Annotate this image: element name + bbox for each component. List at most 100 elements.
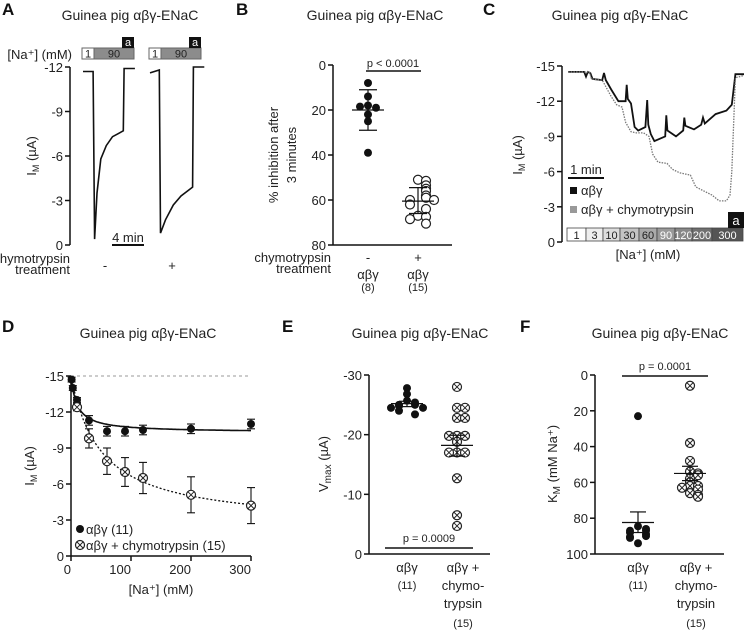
panel-d-x-tick-label: 100 (109, 562, 131, 577)
treatment-label: chymotrypsin (0, 251, 70, 266)
treatment-sign: + (168, 258, 176, 273)
data-point (403, 390, 411, 399)
data-point (83, 433, 95, 444)
amiloride-box (122, 37, 134, 48)
group-label: αβγ (407, 267, 429, 282)
data-point-cross (453, 522, 461, 530)
data-point (364, 79, 372, 87)
panel-f-title: Guinea pig αβγ-ENaC (592, 325, 729, 341)
scale-bar-label: 4 min (112, 230, 144, 245)
panel-e-title: Guinea pig αβγ-ENaC (352, 325, 489, 341)
data-point (459, 402, 471, 413)
panel-f-y-tick-label: 40 (574, 440, 588, 455)
data-point-cross (453, 474, 461, 482)
data-point (404, 199, 416, 210)
panel-a-na-label: [Na⁺] (mM) (7, 47, 72, 62)
panel-e-y-tick-label: -10 (343, 487, 362, 502)
data-point (684, 488, 696, 499)
panel-c-y-tick-label: -6 (543, 165, 555, 180)
data-point (642, 532, 650, 541)
data-point-cross (694, 493, 702, 501)
data-point (356, 102, 364, 111)
data-point (459, 447, 471, 458)
data-point-cross (121, 468, 129, 476)
panel-c-y-tick-label: -3 (543, 200, 555, 215)
panel-d-title: Guinea pig αβγ-ENaC (80, 325, 217, 341)
data-point-cross (453, 414, 461, 422)
panel-c-y-label-unit: (µA) (510, 135, 525, 163)
panel-f-y-label: KM (mM Na⁺) (545, 425, 563, 503)
panel-d-y-tick-label: -9 (52, 441, 64, 456)
fit-curve-abg (70, 375, 251, 432)
na-box-label: 90 (175, 49, 187, 61)
panel-c-y-label-main: I (510, 171, 525, 175)
panel-a-y-label: IM (µA) (24, 136, 41, 176)
data-point-cross (187, 491, 195, 499)
panel-e-y-label-main: V (316, 483, 331, 492)
panel-d-y-tick-label: -6 (52, 477, 64, 492)
legend-swatch-chymotrypsin (570, 206, 577, 213)
panel-b-y-tick-label: 20 (312, 103, 326, 118)
data-point-cross (686, 382, 694, 390)
data-point-cross (686, 457, 694, 465)
panel-a-y-tick-label: 0 (56, 238, 63, 253)
treatment-sign: - (103, 258, 107, 273)
legend-marker-abg (76, 525, 84, 533)
panel-c-y-tick-label: 0 (548, 235, 555, 250)
panel-d-y-label: IM (µA) (22, 446, 39, 486)
legend-label: αβγ + chymotrypsin (15) (86, 538, 226, 553)
panel-a-y-tick-label: -12 (44, 60, 63, 75)
data-point (634, 412, 642, 421)
treatment-sign: - (366, 250, 370, 265)
group-label: αβγ + (680, 560, 713, 575)
data-point (428, 194, 440, 206)
data-point-cross (453, 511, 461, 519)
legend-marker-chymotrypsin-cross (76, 541, 84, 549)
data-point-cross (453, 383, 461, 391)
data-point (185, 489, 197, 500)
panel-f-y-label-main: K (545, 494, 560, 503)
significance-label: p < 0.0001 (367, 58, 419, 70)
na-step-label: 60 (642, 230, 654, 242)
panel-f-y-tick-label: 80 (574, 511, 588, 526)
panel-e-y-tick-label: 0 (355, 547, 362, 562)
panel-b-title: Guinea pig αβγ-ENaC (307, 7, 444, 23)
panel-f-y-tick-label: 20 (574, 404, 588, 419)
data-point (451, 473, 463, 484)
panel-label-F: F (520, 317, 530, 336)
data-point (387, 403, 395, 412)
na-box-label: 1 (85, 49, 91, 61)
data-point (137, 472, 149, 484)
na-step-box (711, 227, 744, 242)
data-point (411, 410, 419, 419)
group-label: trypsin (677, 596, 715, 611)
data-point (403, 384, 411, 393)
group-label: αβγ (357, 267, 379, 282)
treatment-label: chymotrypsin (254, 250, 331, 265)
data-point (626, 533, 634, 542)
legend-label: αβγ + chymotrypsin (581, 202, 694, 217)
data-point (684, 437, 696, 449)
data-point (101, 456, 113, 467)
data-point (451, 510, 463, 521)
panel-f-y-tick-label: 60 (574, 475, 588, 490)
panel-label-B: B (236, 0, 248, 19)
data-point-cross (453, 404, 461, 412)
panel-f-y-label-unit: (mM Na⁺) (545, 425, 560, 486)
data-point-cross (461, 404, 469, 412)
group-label: chymo- (442, 578, 485, 593)
panel-d-x-tick-label: 200 (169, 562, 191, 577)
data-point-ring (404, 199, 416, 210)
panel-f-y-tick-label: 100 (566, 547, 588, 562)
panel-d-y-tick-label: -12 (45, 405, 64, 420)
data-point (68, 384, 77, 392)
na-step-label: 200 (693, 230, 711, 242)
data-point-cross (247, 502, 255, 509)
na-step-label: 1 (573, 230, 579, 242)
data-point-cross (461, 414, 469, 422)
na-step-label: 3 (591, 230, 597, 242)
data-point (139, 426, 147, 434)
na-step-label: 120 (674, 230, 692, 242)
data-point (245, 500, 257, 511)
